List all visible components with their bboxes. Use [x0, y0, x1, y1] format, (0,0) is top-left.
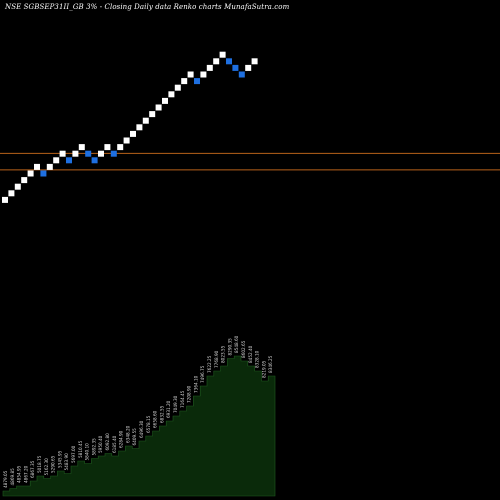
volume-label: 7768.90	[214, 350, 219, 368]
volume-label: 7049.30	[173, 395, 178, 413]
volume-label: 5840.10	[85, 443, 90, 461]
renko-brick	[78, 144, 85, 151]
volume-label: 4854.95	[17, 465, 22, 483]
volume-label: 5892.35	[91, 438, 96, 456]
volume-label: 8023.55	[221, 345, 226, 363]
renko-brick	[232, 64, 239, 71]
renko-brick	[117, 144, 124, 151]
renko-brick	[91, 157, 98, 164]
volume-label: 5810.45	[78, 440, 83, 458]
renko-brick	[213, 58, 220, 65]
renko-brick	[194, 78, 200, 85]
renko-brick	[34, 163, 40, 170]
renko-brick	[53, 157, 60, 164]
renko-brick	[219, 51, 226, 58]
volume-labels: 4879.05 4869.85 4854.95 4867.20 6867.35 5018.…	[3, 335, 273, 488]
volume-label: 6185.40	[112, 435, 117, 453]
volume-area	[2, 355, 276, 497]
volume-label: 6496.30	[139, 420, 144, 438]
renko-brick	[130, 130, 136, 137]
volume-label: 8290.35	[227, 338, 232, 356]
volume-label: 7208.90	[187, 385, 192, 403]
renko-brick	[162, 97, 168, 104]
reference-lines	[0, 152, 500, 171]
renko-brick	[59, 150, 66, 157]
volume-label: 6578.15	[146, 415, 151, 433]
renko-brick	[46, 163, 53, 170]
volume-label: 6832.55	[159, 405, 164, 423]
renko-brick	[245, 64, 252, 71]
renko-brick	[27, 170, 34, 177]
renko-brick	[14, 183, 21, 190]
volume-label: 6658.60	[153, 410, 158, 428]
renko-brick	[21, 177, 28, 184]
renko-brick	[238, 71, 245, 78]
volume-label: 5162.30	[44, 458, 49, 476]
renko-brick	[85, 150, 92, 157]
renko-brick	[40, 170, 47, 177]
renko-brick	[110, 150, 117, 157]
renko-brick	[8, 190, 15, 197]
renko-brick	[181, 78, 188, 85]
renko-brick	[174, 84, 181, 91]
volume-label: 7496.75	[200, 365, 205, 383]
renko-brick	[206, 64, 213, 71]
renko-brick	[104, 144, 111, 151]
volume-label: 6931.20	[166, 400, 171, 418]
volume-label: 6284.90	[119, 430, 124, 448]
volume-label: 5697.00	[71, 445, 76, 463]
renko-brick	[168, 91, 175, 98]
volume-label: 7622.25	[207, 355, 212, 373]
volume-label: 4879.05	[3, 470, 8, 488]
volume-label: 4867.20	[23, 465, 28, 483]
renko-brick	[66, 157, 72, 164]
volume-label: 5483.90	[64, 453, 69, 471]
volume-label: 8328.10	[255, 350, 260, 368]
renko-brick	[187, 71, 194, 78]
volume-label: 4869.85	[10, 468, 15, 486]
renko-brick	[251, 58, 258, 65]
renko-brick	[98, 150, 104, 157]
volume-label: 6409.55	[132, 428, 137, 446]
renko-bricks	[2, 51, 258, 203]
volume-label: 5018.75	[37, 455, 42, 473]
renko-brick	[123, 137, 130, 144]
renko-brick	[72, 150, 79, 157]
volume-label: 6348.20	[125, 425, 130, 443]
volume-label: 6867.35	[30, 460, 35, 478]
volume-label: 7364.10	[193, 375, 198, 393]
renko-brick	[200, 71, 207, 78]
renko-brick	[136, 124, 143, 131]
volume-label: 8548.60	[234, 335, 239, 353]
volume-label: 5345.95	[57, 450, 62, 468]
volume-label: 7164.45	[180, 390, 185, 408]
volume-label: 8452.40	[248, 345, 253, 363]
renko-brick	[2, 196, 8, 203]
volume-label: 8602.65	[241, 340, 246, 358]
volume-label: 5950.40	[98, 435, 103, 453]
renko-brick	[142, 117, 149, 124]
volume-label: 8346.25	[268, 355, 273, 373]
volume-label: 5290.65	[51, 455, 56, 473]
volume-label: 8219.05	[261, 360, 266, 378]
renko-brick	[149, 111, 156, 118]
chart-title: NSE SGBSEP31II_GB 3% - Closing Daily dat…	[5, 3, 290, 11]
volume-label: 6092.80	[105, 433, 110, 451]
renko-brick	[155, 104, 162, 111]
renko-brick	[226, 58, 232, 65]
volume-fill	[2, 355, 276, 497]
